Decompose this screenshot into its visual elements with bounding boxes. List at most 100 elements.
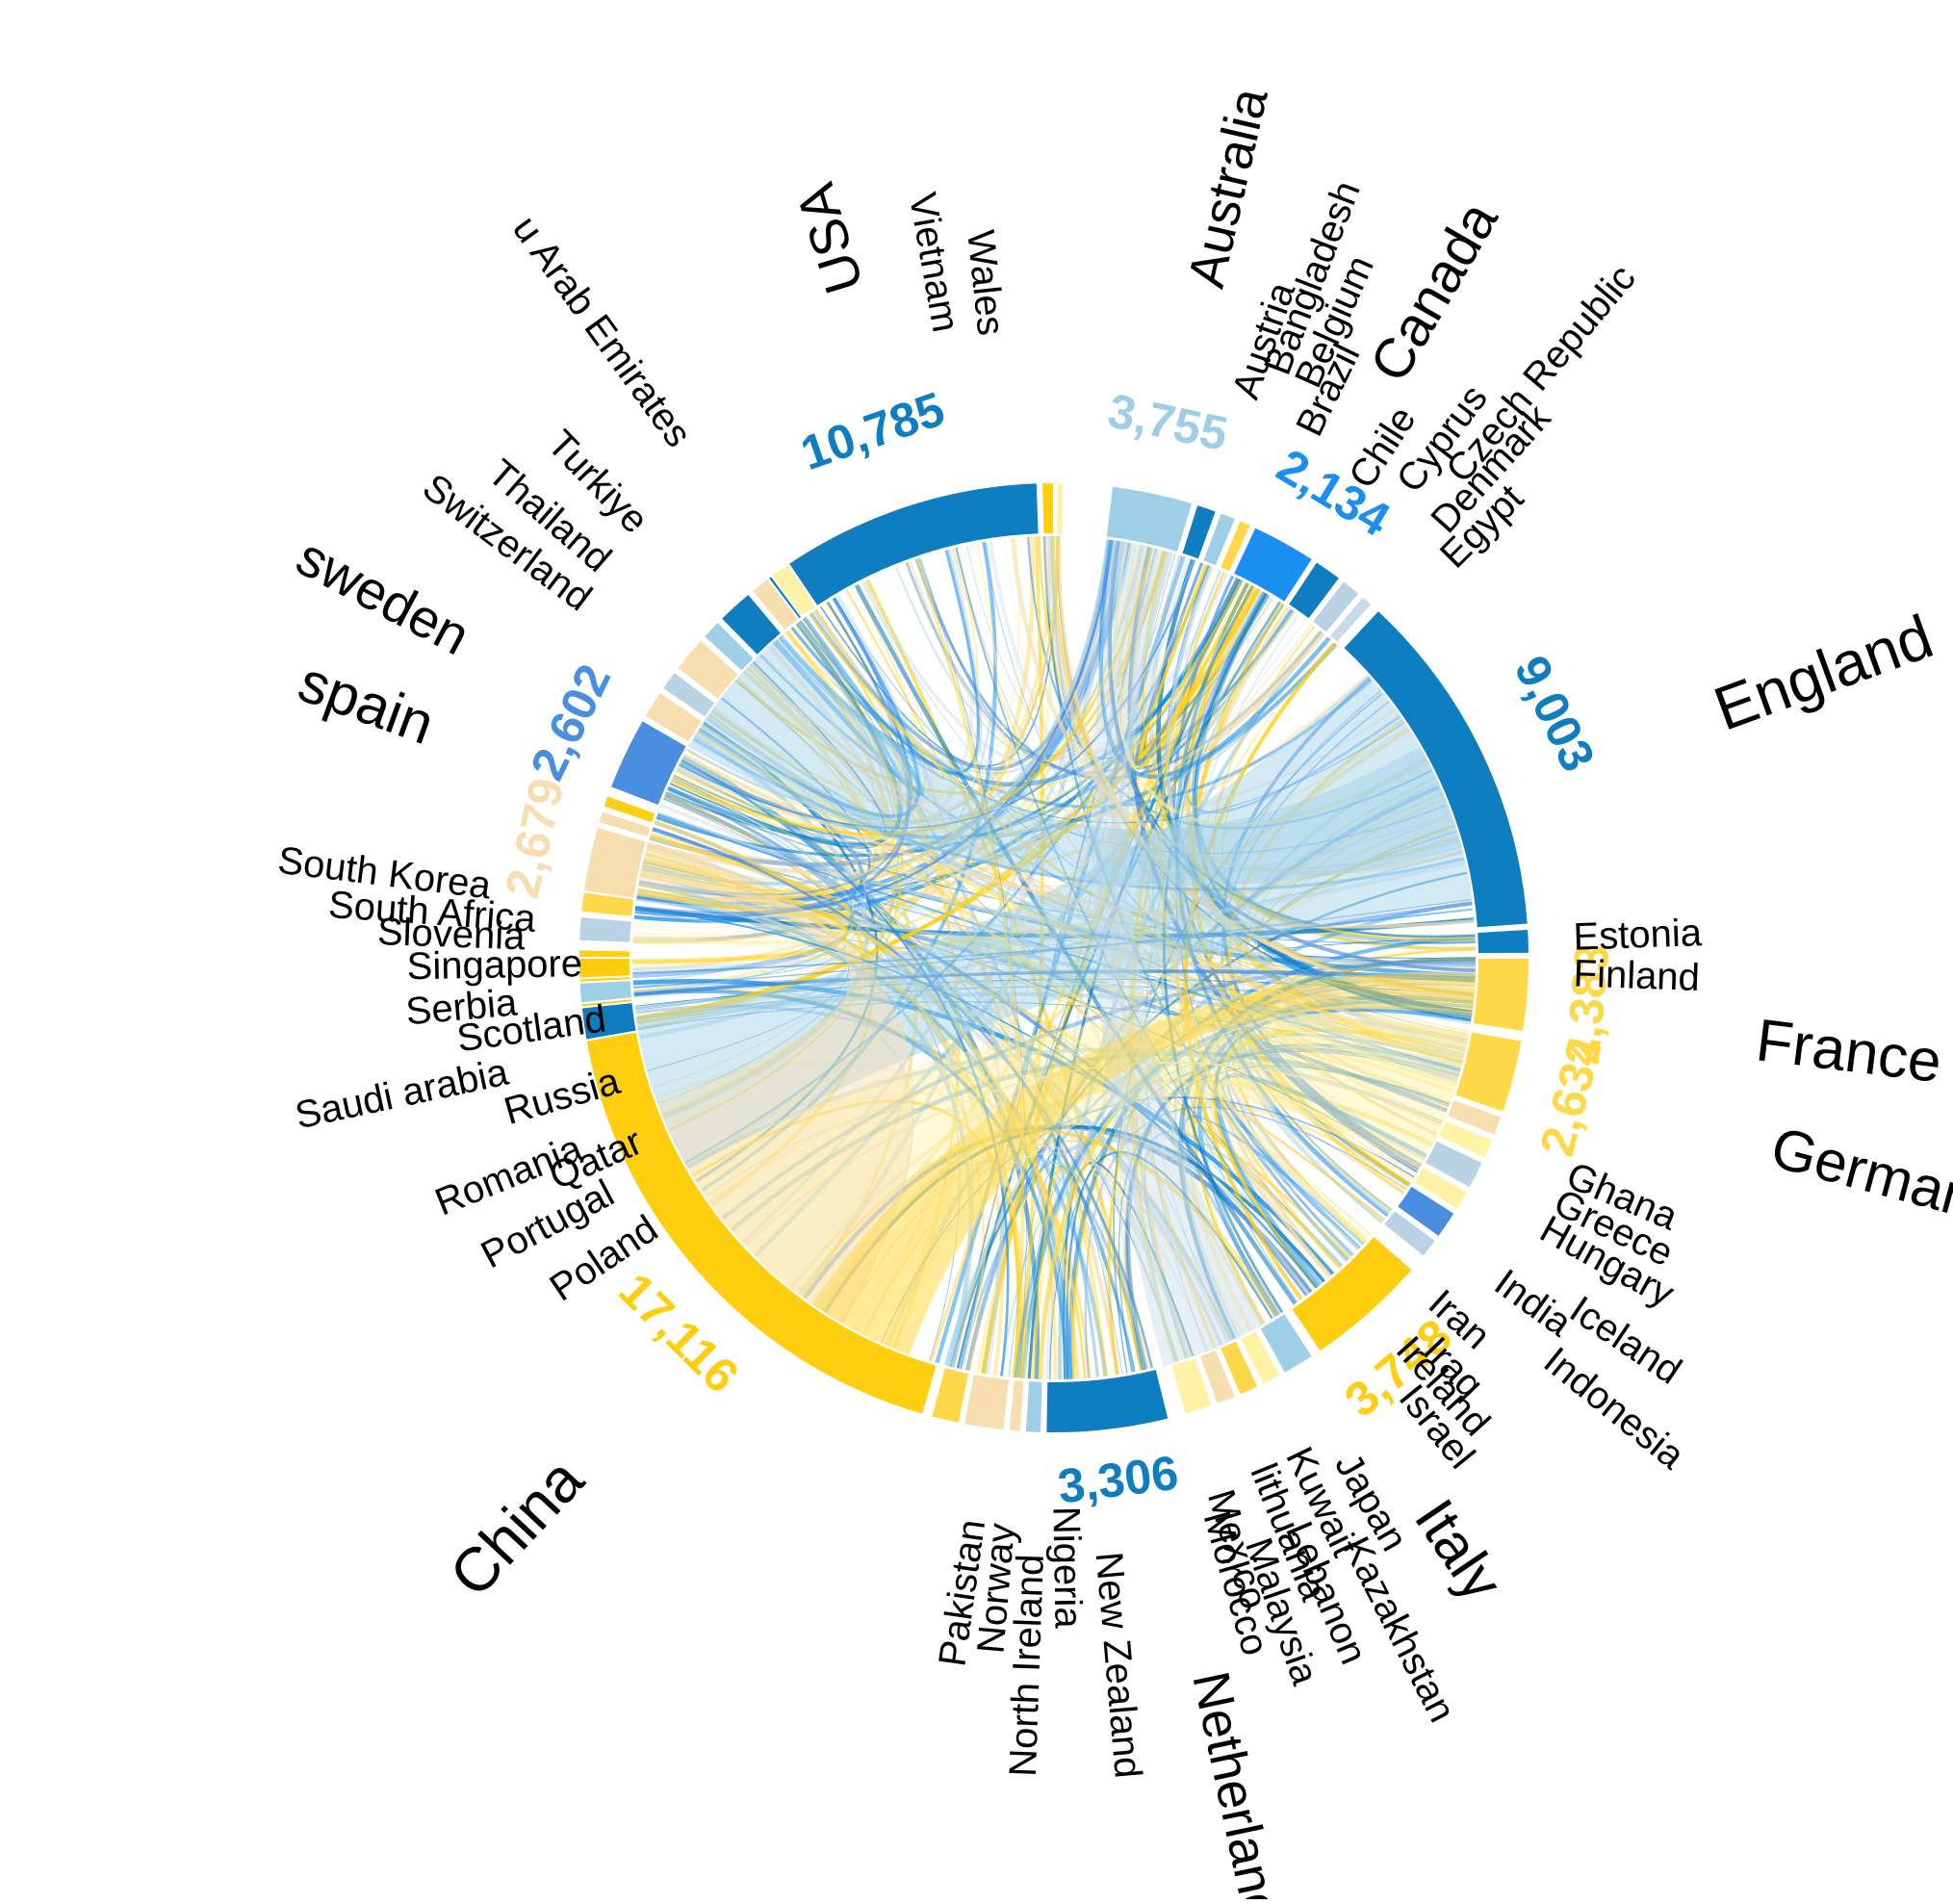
arc-minor-country: [1055, 481, 1066, 536]
chord-link: [1239, 757, 1426, 1158]
count-usa: 10,785: [794, 381, 951, 480]
chord-link: [687, 1092, 1231, 1342]
chord-link: [1221, 1078, 1420, 1245]
arc-minor-country: [1257, 1311, 1315, 1376]
arc-minor-country: [1476, 927, 1530, 956]
count-england: 9,003: [1504, 648, 1606, 780]
chord-link: [1175, 591, 1348, 1262]
chord-link: [700, 724, 1457, 1088]
chord-link: [633, 969, 1476, 996]
arc-france: [1471, 957, 1531, 1034]
chord-link: [1135, 562, 1243, 766]
arc-minor-country: [1381, 1208, 1438, 1259]
chord-link: [742, 670, 1466, 1053]
chord-link: [667, 622, 902, 848]
chord-link: [696, 731, 1463, 1064]
arc-minor-country: [750, 577, 801, 632]
chord-link: [835, 594, 1005, 1375]
chord-link: [637, 713, 867, 1025]
chord-link: [881, 1096, 1415, 1344]
chord-link: [929, 586, 1257, 1362]
arc-england: [1341, 608, 1529, 930]
arc-minor-country: [675, 638, 741, 702]
chord-link: [799, 550, 980, 775]
chord-ribbon: [810, 971, 1478, 1356]
arcs-layer: [577, 480, 1531, 1434]
count-spain: 2,679: [495, 773, 575, 903]
chord-link: [650, 541, 1121, 864]
chord-link: [1029, 836, 1459, 1379]
chords-layer: [631, 535, 1478, 1380]
chord-link: [636, 834, 852, 918]
chord-link: [640, 669, 880, 896]
arc-minor-country: [660, 670, 718, 720]
chord-link: [1249, 1029, 1456, 1128]
chord-link: [1048, 782, 1438, 1379]
label-australia: Australia: [1177, 82, 1279, 293]
arc-minor-country: [1180, 502, 1219, 561]
chord-link: [634, 907, 1318, 1289]
arc-minor-country: [769, 562, 819, 619]
chord-link: [631, 858, 848, 964]
chord-link: [841, 1145, 1222, 1346]
arc-minor-country: [1436, 1119, 1495, 1161]
chord-link: [685, 610, 1297, 1168]
arc-canada: [1231, 525, 1315, 605]
chord-link: [1014, 778, 1436, 1378]
chord-link: [854, 583, 1298, 1305]
chord-link: [1162, 592, 1284, 1314]
chord-link: [673, 630, 1322, 843]
chord-link: [919, 557, 1028, 1378]
chord-link: [1010, 537, 1463, 876]
chord-link: [797, 1129, 1277, 1318]
arc-usa: [759, 481, 1041, 626]
chord-link: [692, 1099, 1020, 1378]
chord-link: [721, 959, 1476, 1221]
chord-link: [1237, 961, 1476, 1223]
arc-minor-country: [1327, 594, 1374, 645]
chord-link: [641, 870, 1179, 1361]
chord-link: [790, 626, 1373, 809]
chord-link: [670, 547, 1154, 836]
arc-minor-country: [1411, 1165, 1470, 1212]
chord-link: [702, 597, 921, 819]
arc-minor-country: [702, 620, 757, 674]
arc-spain: [581, 825, 649, 900]
arc-minor-country: [1197, 1348, 1238, 1406]
chord-link: [1050, 535, 1349, 1262]
label-minor-country: Finland: [1573, 952, 1701, 999]
chord-link: [1159, 571, 1342, 1270]
chord-link: [1155, 597, 1275, 1333]
chord-ribbon: [634, 674, 1474, 1170]
arc-sweden: [608, 718, 689, 808]
arc-minor-country: [597, 810, 653, 839]
label-england: England: [1706, 602, 1941, 744]
chord-link: [636, 894, 1108, 1377]
chord-link: [686, 750, 1010, 1377]
chord-link: [785, 630, 1058, 1380]
arc-minor-country: [929, 1365, 971, 1426]
chord-link: [641, 539, 1110, 886]
arc-minor-country: [1395, 1184, 1457, 1239]
count-australia: 3,755: [1103, 383, 1232, 461]
arc-minor-country: [1286, 559, 1342, 622]
chord-link: [1226, 719, 1405, 1195]
arc-minor-country: [1169, 1355, 1215, 1417]
arc-minor-country: [1238, 1328, 1283, 1387]
chord-link: [1107, 540, 1476, 973]
chord-ribbon: [686, 632, 1464, 886]
chord-link: [656, 813, 1452, 888]
label-minor-country: New Zealand: [1088, 1551, 1149, 1781]
label-canada: Canada: [1358, 191, 1510, 392]
chord-link: [638, 1001, 1460, 1072]
chord-link: [1098, 539, 1331, 779]
chord-link: [633, 898, 1472, 989]
arc-minor-country: [578, 978, 634, 1005]
label-china: China: [436, 1445, 597, 1610]
chord-link: [888, 1152, 1209, 1351]
label-france: France: [1753, 1007, 1945, 1095]
count-netherlands: 3,306: [1055, 1446, 1181, 1514]
label-minor-country: Saudi arabia: [292, 1051, 513, 1138]
